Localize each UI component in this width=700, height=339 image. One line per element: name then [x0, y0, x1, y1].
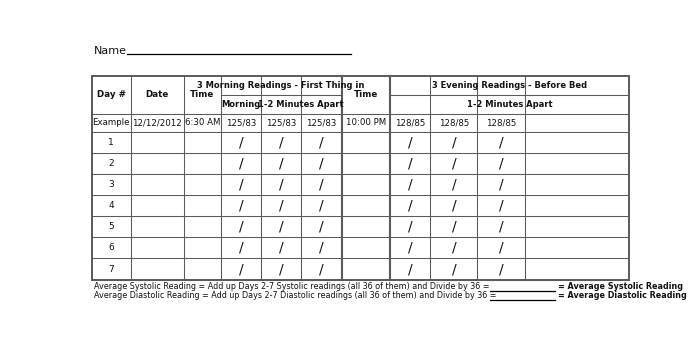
Text: /: /	[499, 262, 503, 276]
Text: /: /	[499, 241, 503, 255]
Text: /: /	[239, 136, 243, 150]
Text: /: /	[239, 262, 243, 276]
Text: /: /	[452, 199, 456, 213]
Text: /: /	[408, 157, 412, 171]
Text: 125/83: 125/83	[266, 118, 296, 127]
Text: /: /	[408, 241, 412, 255]
Text: /: /	[279, 178, 284, 192]
Text: 128/85: 128/85	[395, 118, 426, 127]
Text: Average Diastolic Reading = Add up Days 2-7 Diastolic readings (all 36 of them) : Average Diastolic Reading = Add up Days …	[94, 292, 496, 300]
Text: /: /	[499, 178, 503, 192]
Text: /: /	[319, 199, 324, 213]
Text: 128/85: 128/85	[439, 118, 469, 127]
Text: Morning: Morning	[221, 100, 260, 109]
Text: /: /	[319, 178, 324, 192]
Text: /: /	[499, 157, 503, 171]
Text: /: /	[239, 220, 243, 234]
Text: /: /	[239, 241, 243, 255]
Text: /: /	[319, 220, 324, 234]
Text: /: /	[408, 262, 412, 276]
Text: /: /	[408, 178, 412, 192]
Text: /: /	[452, 178, 456, 192]
Text: 12/12/2012: 12/12/2012	[132, 118, 182, 127]
Text: 5: 5	[108, 222, 114, 232]
Text: Example: Example	[92, 118, 130, 127]
Text: /: /	[499, 199, 503, 213]
Text: 3: 3	[108, 180, 114, 190]
Text: Average Systolic Reading = Add up Days 2-7 Systolic readings (all 36 of them) an: Average Systolic Reading = Add up Days 2…	[94, 282, 489, 291]
Text: /: /	[319, 136, 324, 150]
Text: /: /	[239, 157, 243, 171]
Text: /: /	[499, 136, 503, 150]
Text: 125/83: 125/83	[307, 118, 337, 127]
Text: /: /	[279, 157, 284, 171]
Text: /: /	[452, 136, 456, 150]
Text: /: /	[279, 262, 284, 276]
Text: = Average Diastolic Reading: = Average Diastolic Reading	[559, 292, 687, 300]
Text: Name: Name	[94, 46, 127, 56]
Text: 6: 6	[108, 243, 114, 253]
Text: 3 Evening Readings - Before Bed: 3 Evening Readings - Before Bed	[432, 81, 587, 90]
Text: 1-2 Minutes Apart: 1-2 Minutes Apart	[258, 100, 344, 109]
Text: 3 Morning Readings - First Thing in: 3 Morning Readings - First Thing in	[197, 81, 365, 90]
Text: 1: 1	[108, 138, 114, 147]
Text: /: /	[319, 157, 324, 171]
Text: = Average Systolic Reading: = Average Systolic Reading	[559, 282, 683, 291]
Text: /: /	[239, 178, 243, 192]
Text: Date: Date	[146, 90, 169, 99]
Text: /: /	[279, 136, 284, 150]
Text: 1-2 Minutes Apart: 1-2 Minutes Apart	[467, 100, 552, 109]
Text: /: /	[319, 262, 324, 276]
Text: Day #: Day #	[97, 90, 126, 99]
Text: 7: 7	[108, 264, 114, 274]
Text: /: /	[408, 220, 412, 234]
Text: /: /	[452, 220, 456, 234]
Text: /: /	[279, 241, 284, 255]
Text: /: /	[239, 199, 243, 213]
Text: /: /	[452, 262, 456, 276]
Text: Time: Time	[354, 90, 378, 99]
Text: /: /	[279, 220, 284, 234]
Text: /: /	[319, 241, 324, 255]
Text: /: /	[279, 199, 284, 213]
Text: /: /	[408, 136, 412, 150]
Text: /: /	[499, 220, 503, 234]
Text: /: /	[452, 241, 456, 255]
Text: 4: 4	[108, 201, 114, 211]
Text: /: /	[452, 157, 456, 171]
Text: 125/83: 125/83	[225, 118, 256, 127]
Text: 2: 2	[108, 159, 114, 168]
Text: 128/85: 128/85	[486, 118, 517, 127]
Text: /: /	[408, 199, 412, 213]
Text: 6:30 AM: 6:30 AM	[185, 118, 220, 127]
Text: 10:00 PM: 10:00 PM	[346, 118, 386, 127]
Text: Time: Time	[190, 90, 215, 99]
